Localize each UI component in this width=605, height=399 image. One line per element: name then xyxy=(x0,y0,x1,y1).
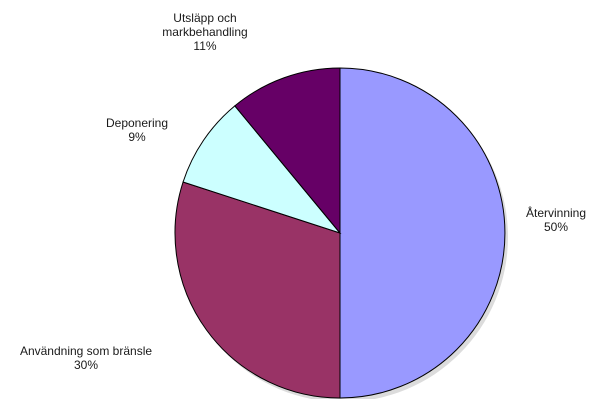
slice-name: Utsläpp och markbehandling xyxy=(162,11,248,39)
slice-percent: 30% xyxy=(73,358,99,372)
slice-atervinning xyxy=(339,67,506,399)
slice-percent: 9% xyxy=(128,130,146,144)
slice-label-utslapp-och-markbehandling: Utsläpp och markbehandling 11% xyxy=(162,11,247,53)
slice-name: Deponering xyxy=(105,116,169,130)
slice-anvandning-som-bransle xyxy=(174,181,341,399)
slice-label-anvandning-som-bransle: Användning som bränsle 30% xyxy=(20,344,152,372)
slice-utslapp-och-markbehandling xyxy=(234,67,341,235)
slice-deponering xyxy=(182,105,342,235)
slice-percent: 11% xyxy=(193,39,217,53)
slice-name: Återvinning xyxy=(525,206,587,220)
slice-name: Användning som bränsle xyxy=(19,344,153,358)
slice-label-deponering: Deponering 9% xyxy=(106,116,168,144)
slice-percent: 50% xyxy=(543,220,569,234)
slice-label-atervinning: Återvinning 50% xyxy=(526,206,586,234)
